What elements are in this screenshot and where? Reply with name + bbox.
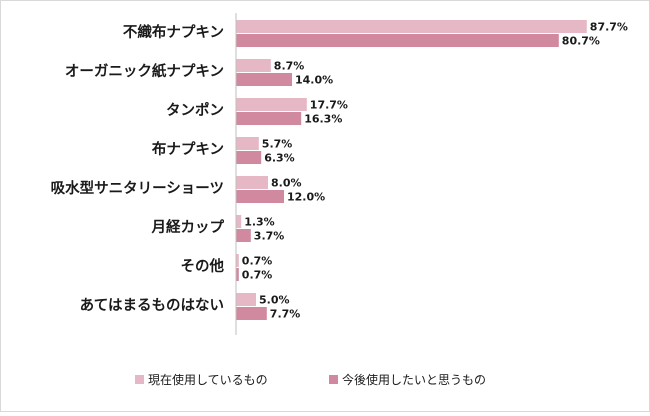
category-label: その他 xyxy=(181,257,225,275)
bar-future xyxy=(236,190,284,203)
data-label: 5.7% xyxy=(262,138,293,151)
bar-current xyxy=(236,176,268,189)
bar-future xyxy=(236,307,267,320)
bar-current xyxy=(236,215,242,228)
data-label: 0.7% xyxy=(242,269,273,282)
legend-swatch xyxy=(135,375,144,384)
category-label: 不織布ナプキン xyxy=(123,23,224,41)
legend-swatch xyxy=(329,375,338,384)
labels-layer: 不織布ナプキン 87.7%80.7% オーガニック紙ナプキン 8.7%14.0% タンポ… xyxy=(51,21,628,321)
category-label: あてはまるものはない xyxy=(80,297,224,314)
data-label: 87.7% xyxy=(590,21,628,34)
category-label: 布ナプキン xyxy=(152,140,224,158)
legend: 現在使用しているもの 今後使用したいと思うもの xyxy=(135,372,486,387)
data-label: 14.0% xyxy=(295,74,333,87)
category-label: タンポン xyxy=(166,101,224,119)
legend-label: 今後使用したいと思うもの xyxy=(342,372,486,387)
data-label: 6.3% xyxy=(264,152,295,165)
bar-current xyxy=(236,59,271,72)
bar-future xyxy=(236,112,302,125)
bar-future xyxy=(236,268,239,281)
category-label: オーガニック紙ナプキン xyxy=(65,62,224,80)
bar-future xyxy=(236,151,262,164)
data-label: 3.7% xyxy=(254,230,285,243)
data-label: 8.7% xyxy=(274,60,305,73)
bars-layer xyxy=(236,20,587,320)
category-label: 吸水型サニタリーショーツ xyxy=(51,179,224,197)
bar-current xyxy=(236,98,307,111)
bar-future xyxy=(236,34,559,47)
bar-current xyxy=(236,293,256,306)
data-label: 17.7% xyxy=(310,99,348,112)
category-label: 月経カップ xyxy=(151,218,225,236)
data-label: 1.3% xyxy=(244,216,275,229)
data-label: 12.0% xyxy=(287,191,325,204)
data-label: 80.7% xyxy=(562,35,600,48)
bar-current xyxy=(236,254,239,267)
legend-label: 現在使用しているもの xyxy=(148,372,268,387)
bar-future xyxy=(236,229,251,242)
bar-future xyxy=(236,73,292,86)
data-label: 8.0% xyxy=(271,177,302,190)
bar-current xyxy=(236,20,587,33)
data-label: 5.0% xyxy=(259,294,290,307)
bar-current xyxy=(236,137,259,150)
data-label: 0.7% xyxy=(242,255,273,268)
data-label: 7.7% xyxy=(270,308,301,321)
data-label: 16.3% xyxy=(304,113,342,126)
